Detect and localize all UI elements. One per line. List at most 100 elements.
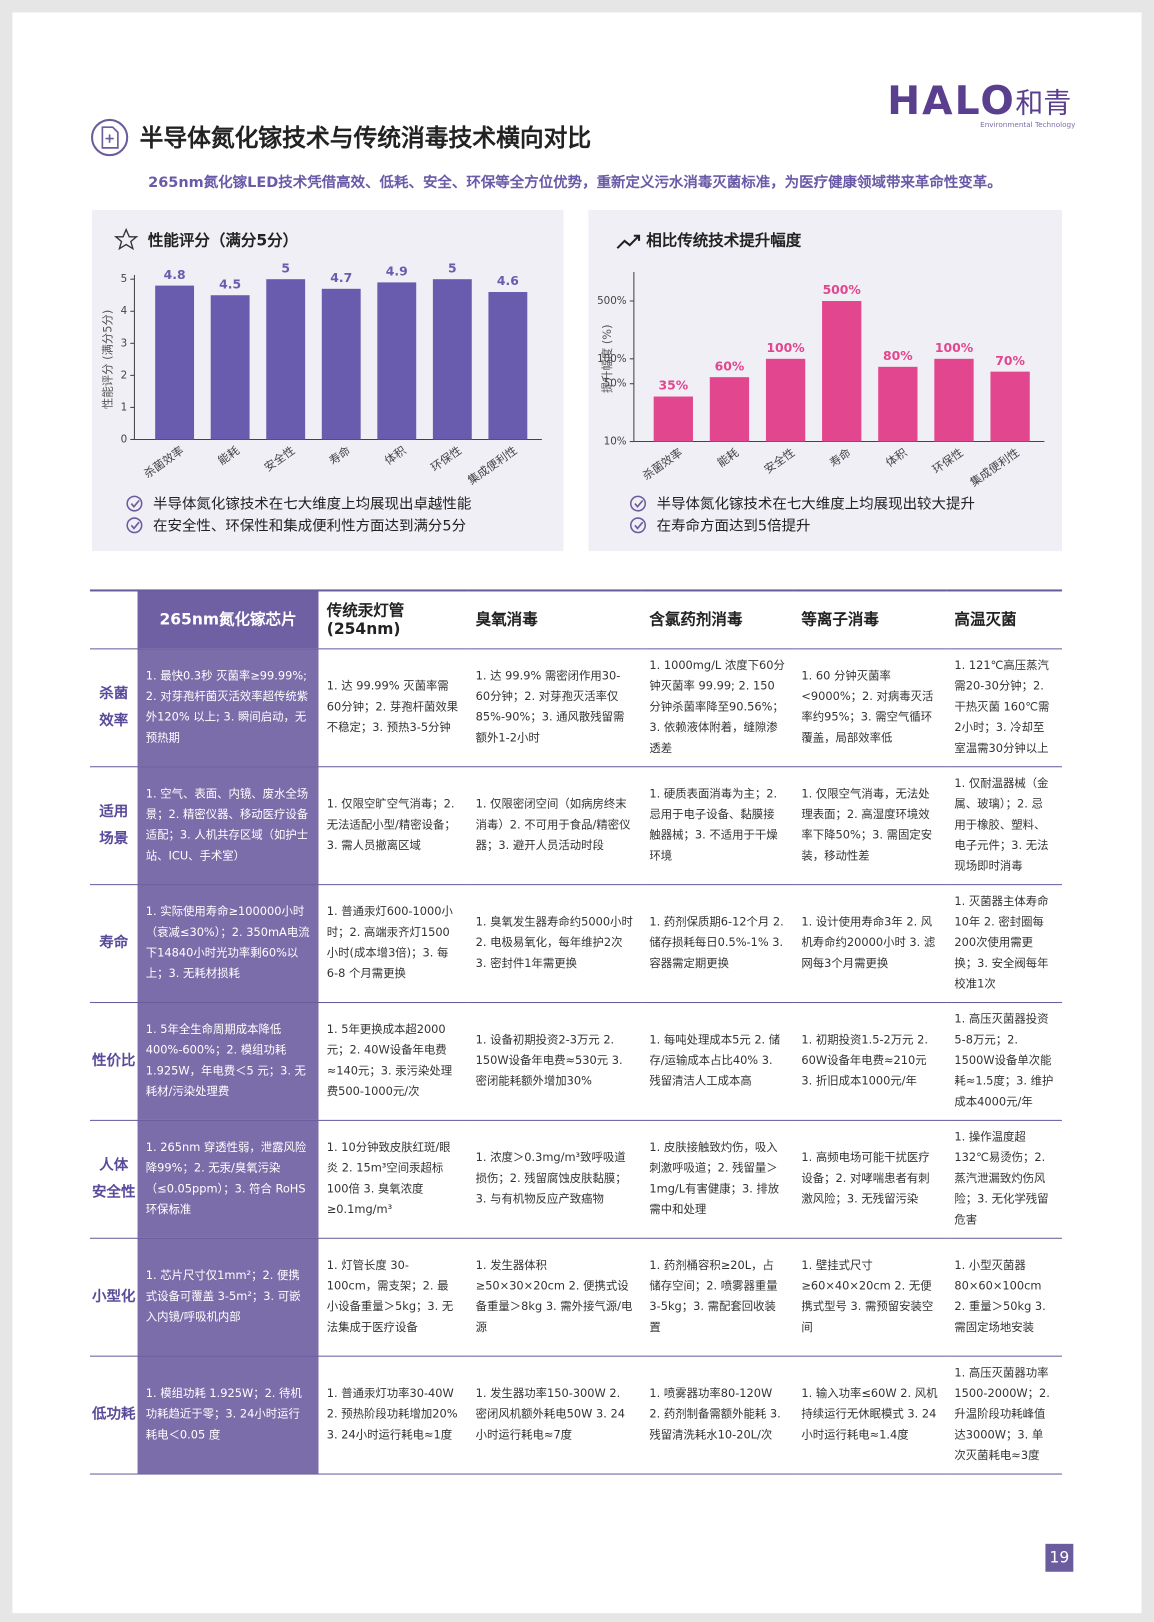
- table-cell: 1. 模组功耗 1.925W；2. 待机功耗趋近于零；3. 24小时运行耗电＜0…: [137, 1355, 319, 1474]
- tagline: Environmental Technology: [980, 120, 1076, 129]
- bar: [878, 366, 918, 442]
- bar: [321, 288, 361, 440]
- y-tick-label: 0: [121, 433, 128, 445]
- table-cell: 1. 高压灭菌器功率1500-2000W；2. 升温阶段功耗峰值达3000W；3…: [954, 1365, 1050, 1463]
- chart-title: 相比传统技术提升幅度: [646, 230, 802, 249]
- row-header: 低功耗: [92, 1406, 136, 1423]
- table-cell: 1. 小型灭菌器80×60×100cm 2. 重量＞50kg 3. 需固定场地安…: [954, 1258, 1046, 1334]
- table-row: 性价比 1. 5年全生命周期成本降低400%-600%；2. 模组功耗1.925W…: [89, 1001, 1062, 1120]
- header-and-charts: HALO 和青 Environmental Technology 半导体氮化镓技…: [90, 79, 1076, 552]
- table-cell: 1. 操作温度超 132℃易烫伤；2. 蒸汽泄漏致灼伤风险；3. 无化学残留危害: [954, 1130, 1049, 1227]
- table-cell: 1. 发生器体积≥50×30×20cm 2. 便携式设备重量＞8kg 3. 需外…: [475, 1258, 633, 1334]
- column-header: 高温灭菌: [954, 610, 1017, 629]
- table-cell: 1. 仅限空旷空气消毒；2. 无法适配小型/精密设备；3. 需人员撤离区域: [326, 797, 456, 853]
- table-cell: 1. 仅耐温器械（金属、玻璃）；2. 忌用于橡胶、塑料、电子元件；3. 无法现场…: [954, 776, 1049, 873]
- table-cell: 1. 空气、表面、内镜、废水全场景；2. 精密仪器、移动医疗设备适配；3. 人机…: [137, 766, 319, 885]
- column-header: 265nm氮化镓芯片: [137, 590, 319, 649]
- page-title: 半导体氮化镓技术与传统消毒技术横向对比: [140, 124, 592, 152]
- row-header: 小型化: [92, 1288, 136, 1305]
- table-cell: 1. 每吨处理成本5元 2. 储存/运输成本占比40% 3. 残留清洁人工成本高: [649, 1033, 781, 1088]
- table-cell: 1. 高频电场可能干扰医疗设备；2. 对哮喘患者有刺激风险；3. 无残留污染: [801, 1150, 930, 1206]
- header-row: 265nm氮化镓芯片 传统汞灯管 (254nm) 臭氧消毒 含氯药剂消毒 等离子消毒 高温…: [89, 590, 1062, 649]
- y-tick-label: 50%: [604, 378, 627, 390]
- value-label: 70%: [995, 353, 1025, 368]
- value-label: 35%: [658, 378, 688, 393]
- value-label: 4.6: [497, 273, 519, 288]
- table-cell: 1. 皮肤接触致灼伤，吸入刺激呼吸道；2. 残留量＞1mg/L有害健康；3. 排…: [649, 1140, 780, 1217]
- y-tick-label: 4: [121, 305, 128, 317]
- value-label: 500%: [823, 282, 862, 297]
- table-cell: 1. 设计使用寿命3年 2. 风机寿命约20000小时 3. 滤网每3个月需更换: [801, 915, 936, 970]
- value-label: 4.9: [386, 264, 408, 279]
- table-cell: 1. 药剂桶容积≥20L，占储存空间；2. 喷雾器重量3-5kg；3. 需配套回…: [649, 1258, 778, 1334]
- table-cell: 1. 5年更换成本超2000元；2. 40W设备年电费≈140元；3. 汞污染处…: [326, 1022, 453, 1099]
- y-tick-label: 10%: [604, 436, 627, 448]
- y-tick-label: 5: [121, 273, 128, 285]
- table-cell: 1. 药剂保质期6-12个月 2. 储存损耗每日0.5%-1% 3. 容器需定期…: [649, 915, 784, 970]
- annotation: 在寿命方面达到5倍提升: [657, 516, 811, 534]
- table-row: 小型化 1. 芯片尺寸仅1mm²；2. 便携式设备可覆盖 3-5m²；3. 可嵌入…: [89, 1237, 1062, 1356]
- value-label: 100%: [935, 340, 974, 355]
- y-axis-label: 性能评分 (满分5分): [101, 310, 115, 409]
- value-label: 60%: [715, 358, 745, 373]
- check-icon: [629, 495, 647, 512]
- y-tick-label: 2: [121, 369, 128, 381]
- value-label: 100%: [766, 340, 805, 355]
- table-cell: 1. 达 99.9% 需密闭作用30-60分钟；2. 对芽孢灭活率仅85%-90…: [475, 669, 625, 745]
- subtitle: 265nm氮化镓LED技术凭借高效、低耗、安全、环保等全方位优势，重新定义污水消…: [148, 173, 1002, 191]
- row-header: 人体 安全性: [92, 1157, 136, 1201]
- value-label: 5: [448, 260, 457, 275]
- table-cell: 1. 1000mg/L 浓度下60分钟灭菌率 99.99; 2. 150分钟杀菌…: [649, 658, 785, 755]
- check-mark: [634, 499, 644, 508]
- table-cell: 1. 265nm 穿透性弱，泄露风险降99%；2. 无汞/臭氧污染（≤0.05p…: [137, 1119, 319, 1238]
- bar: [765, 358, 806, 442]
- annotation: 在安全性、环保性和集成便利性方面达到满分5分: [153, 516, 466, 534]
- table-cell: 1. 输入功率≤60W 2. 风机持续运行无休眠模式 3. 24小时运行耗电≈1…: [801, 1386, 938, 1442]
- table-cell: 1. 灭菌器主体寿命10年 2. 密封圈每200次使用需更换；3. 安全阀每年校…: [954, 894, 1049, 991]
- table-cell: 1. 灯管长度 30-100cm，需支架；2. 最小设备重量＞5kg；3. 无法…: [326, 1258, 454, 1334]
- value-label: 4.8: [164, 267, 186, 282]
- bar: [488, 292, 528, 440]
- table-cell: 1. 121℃高压蒸汽需20-30分钟；2. 干热灭菌 160℃需2小时；3. …: [954, 658, 1050, 755]
- check-mark: [130, 521, 140, 530]
- row-header: 杀菌 效率: [99, 685, 129, 730]
- row-header: 适用 场景: [99, 803, 129, 847]
- check-mark: [634, 521, 644, 530]
- table-cell: 1. 臭氧发生器寿命约5000小时 2. 电极易氧化，每年维护2次 3. 密封件…: [475, 915, 633, 970]
- table-cell: 1. 喷雾器功率80-120W 2. 药剂制备需额外能耗 3. 残留清洗耗水10…: [649, 1386, 781, 1442]
- star-icon: [113, 227, 139, 251]
- trend-icon: [616, 234, 641, 249]
- column-header: 传统汞灯管 (254nm): [326, 601, 405, 639]
- table-cell: 1. 浓度＞0.3mg/m³致呼吸道损伤；2. 残留腐蚀皮肤黏膜；3. 与有机物…: [475, 1150, 627, 1206]
- table-cell: 1. 初期投资1.5-2万元 2. 60W设备年电费≈210元 3. 折旧成本1…: [801, 1033, 929, 1088]
- table-row: 寿命 1. 实际使用寿命≥100000小时（衰减≤30%）；2. 350mA电流下…: [89, 884, 1062, 1002]
- value-label: 4.7: [330, 270, 352, 285]
- table-cell: 1. 高压灭菌器投资5-8万元；2. 1500W设备单次能耗≈1.5度；3. 维…: [954, 1012, 1054, 1109]
- bar: [709, 377, 750, 442]
- annotation: 半导体氮化镓技术在七大维度上均展现出较大提升: [657, 495, 975, 513]
- bar: [266, 279, 306, 440]
- title-icon: [90, 118, 129, 157]
- y-axis-label: 提升幅度 (%): [600, 324, 614, 393]
- table-head: 265nm氮化镓芯片 传统汞灯管 (254nm) 臭氧消毒 含氯药剂消毒 等离子消毒 高温…: [89, 590, 1062, 649]
- table-row: 低功耗 1. 模组功耗 1.925W；2. 待机功耗趋近于零；3. 24小时运行耗…: [89, 1355, 1062, 1474]
- bar: [653, 396, 693, 442]
- table-cell: 1. 普通汞灯600-1000小时；2. 高端汞齐灯1500小时(成本增3倍)；…: [326, 904, 453, 981]
- bar: [155, 285, 195, 440]
- y-tick-label: 500%: [597, 295, 627, 307]
- y-tick-label: 1: [121, 401, 128, 413]
- table-cell: 1. 达 99.99% 灭菌率需60分钟；2. 芽孢杆菌效果不稳定；3. 预热3…: [326, 679, 459, 735]
- comparison-table: 265nm氮化镓芯片 传统汞灯管 (254nm) 臭氧消毒 含氯药剂消毒 等离子消毒 高温…: [89, 589, 1062, 1474]
- bar: [377, 282, 417, 440]
- value-label: 5: [281, 260, 290, 275]
- table-cell: 1. 普通汞灯功率30-40W 2. 预热阶段功耗增加20% 3. 24小时运行…: [326, 1386, 458, 1442]
- bar: [822, 300, 862, 442]
- column-header: 等离子消毒: [801, 610, 879, 629]
- table-cell: 1. 硬质表面消毒为主；2. 忌用于电子设备、黏膜接触器械；3. 不适用于干燥环…: [649, 786, 778, 863]
- table-cell: 1. 仅限空气消毒，无法处理表面；2. 高湿度环境效率下降50%；3. 需固定安…: [801, 786, 933, 863]
- value-label: 80%: [883, 348, 913, 363]
- table-cell: 1. 壁挂式尺寸≥60×40×20cm 2. 无便携式型号 3. 需预留安装空间: [801, 1258, 934, 1334]
